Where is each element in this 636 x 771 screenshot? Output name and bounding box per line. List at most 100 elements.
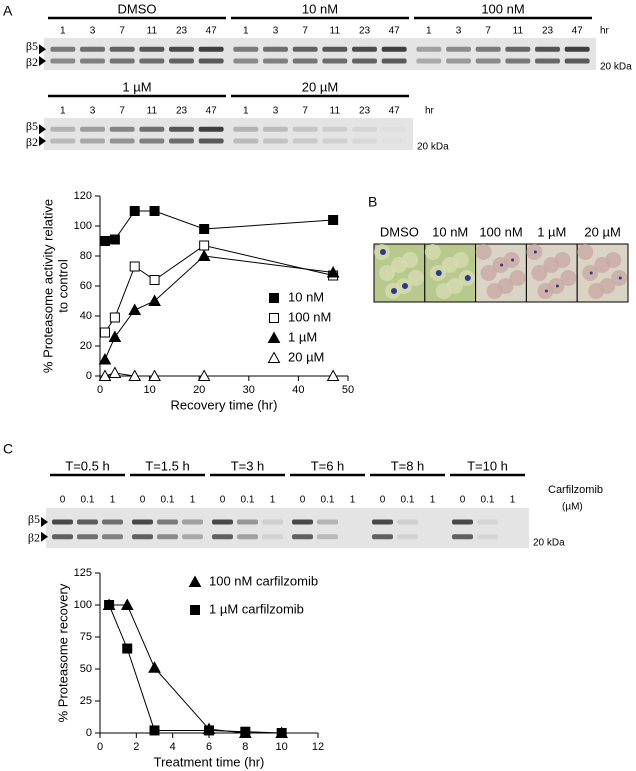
data-point (204, 725, 214, 736)
lane-label: 3 (90, 106, 96, 117)
band (452, 519, 473, 525)
band (80, 126, 105, 132)
data-point (98, 352, 112, 365)
group-label: 10 nM (302, 1, 338, 16)
data-point (148, 369, 161, 381)
lane-label: 47 (389, 26, 401, 37)
y-tick-label: 50 (80, 663, 92, 675)
lane-label: 23 (176, 106, 188, 117)
band (182, 534, 203, 540)
legend-marker (269, 293, 279, 303)
band (292, 519, 313, 525)
band (132, 519, 153, 525)
y-axis-label: to control (55, 259, 70, 313)
data-point (129, 206, 140, 216)
x-tick-label: 20 (193, 384, 205, 396)
legend-marker (188, 575, 202, 587)
data-point (128, 303, 142, 315)
group-label: T=3 h (231, 458, 265, 473)
data-point (99, 236, 110, 246)
group-label: T=8 h (391, 458, 425, 473)
group-label: 1 µM (122, 79, 151, 94)
band (198, 138, 224, 144)
lane-label: 47 (206, 106, 218, 117)
lane-label: 1 (270, 495, 276, 506)
lane-label: 1 (243, 26, 249, 37)
data-point (99, 327, 110, 338)
condition-label: 1 µM (537, 224, 566, 239)
y-tick-label: 25 (80, 695, 92, 707)
band (292, 534, 313, 540)
lane-label: 0 (380, 495, 386, 506)
condition-label: 100 nM (479, 224, 522, 239)
lane-label: 3 (90, 26, 96, 37)
data-point (149, 725, 160, 736)
group-label: 20 µM (302, 79, 338, 94)
arrowhead (39, 44, 46, 55)
size-marker: 20 kDa (600, 62, 632, 73)
cell (509, 270, 526, 286)
band (352, 46, 377, 52)
band (77, 534, 98, 540)
band (292, 58, 318, 64)
series-line (104, 372, 334, 377)
data-point (109, 234, 120, 245)
band (446, 46, 471, 52)
band (237, 534, 258, 540)
legend-marker (190, 605, 200, 615)
band (535, 58, 560, 64)
band-label: β5 (26, 39, 38, 53)
x-tick-label: 0 (97, 384, 103, 396)
band (169, 138, 194, 144)
cell (577, 244, 594, 260)
x-tick-label: 12 (312, 741, 324, 753)
lane-label: 23 (542, 26, 554, 37)
data-point (326, 265, 340, 278)
band (477, 519, 498, 525)
band (50, 138, 76, 144)
arrowhead (39, 56, 46, 67)
band (317, 519, 338, 525)
data-point (108, 330, 122, 342)
parasite (544, 289, 548, 293)
parasite (589, 271, 593, 275)
lane-label: 11 (513, 26, 524, 37)
data-point (199, 224, 210, 234)
lane-label: 23 (176, 26, 188, 37)
band (169, 58, 194, 64)
cell (402, 252, 418, 268)
band (132, 534, 153, 540)
cell (446, 278, 463, 294)
band (505, 58, 531, 64)
data-point (148, 661, 161, 673)
x-tick-label: 30 (243, 384, 255, 396)
band-label: β5 (28, 512, 40, 526)
group-label: T=6 h (311, 458, 345, 473)
x-tick-label: 50 (342, 384, 354, 396)
cell (531, 265, 548, 281)
lane-label: 7 (119, 106, 125, 117)
arrowhead (39, 124, 46, 135)
group-label: T=10 h (467, 458, 508, 473)
data-point (129, 261, 140, 272)
legend-marker (267, 351, 281, 363)
parasite (618, 276, 622, 280)
group-label: T=0.5 h (65, 458, 109, 473)
y-tick-label: 20 (80, 340, 92, 352)
lane-label: 1 (60, 106, 66, 117)
x-tick-label: 6 (206, 741, 212, 753)
band (352, 58, 377, 64)
arrowhead (41, 517, 48, 527)
lane-label: 0 (140, 495, 146, 506)
band (322, 138, 348, 144)
cell (605, 252, 622, 268)
x-tick-label: 8 (242, 741, 248, 753)
x-tick-label: 10 (143, 384, 155, 396)
parasite (464, 275, 471, 281)
cell (408, 270, 424, 286)
band (102, 519, 123, 525)
y-axis-label: % Proteasome recovery (55, 583, 70, 722)
data-point (328, 215, 339, 225)
lane-label: 3 (273, 26, 279, 37)
